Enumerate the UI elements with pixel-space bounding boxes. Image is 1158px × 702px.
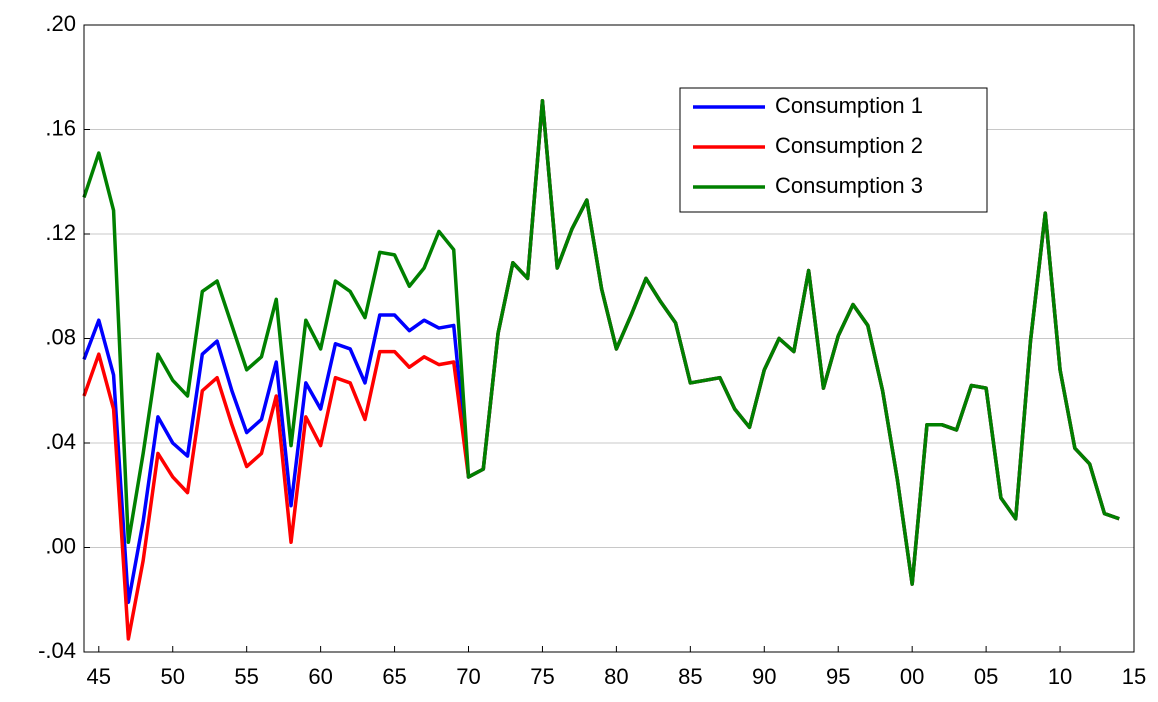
legend-label: Consumption 3 xyxy=(775,173,923,198)
series-line xyxy=(82,99,1120,586)
x-tick-label: 75 xyxy=(530,664,554,689)
x-tick-label: 60 xyxy=(308,664,332,689)
x-tick-label: 10 xyxy=(1048,664,1072,689)
legend-label: Consumption 1 xyxy=(775,93,923,118)
x-tick-label: 55 xyxy=(234,664,258,689)
y-tick-label: .00 xyxy=(45,533,76,558)
y-tick-label: .12 xyxy=(45,220,76,245)
y-tick-label: .16 xyxy=(45,115,76,140)
y-tick-label: .20 xyxy=(45,11,76,36)
x-tick-label: 85 xyxy=(678,664,702,689)
x-tick-label: 05 xyxy=(974,664,998,689)
x-tick-label: 90 xyxy=(752,664,776,689)
x-tick-label: 70 xyxy=(456,664,480,689)
x-tick-label: 80 xyxy=(604,664,628,689)
y-tick-label: .04 xyxy=(45,429,76,454)
x-tick-label: 95 xyxy=(826,664,850,689)
y-tick-label: .08 xyxy=(45,324,76,349)
x-tick-label: 50 xyxy=(160,664,184,689)
plot-frame xyxy=(83,24,1135,653)
y-tick-label: -.04 xyxy=(38,638,76,663)
legend-label: Consumption 2 xyxy=(775,133,923,158)
x-tick-label: 00 xyxy=(900,664,924,689)
x-tick-label: 65 xyxy=(382,664,406,689)
x-tick-label: 15 xyxy=(1122,664,1146,689)
x-tick-label: 45 xyxy=(87,664,111,689)
